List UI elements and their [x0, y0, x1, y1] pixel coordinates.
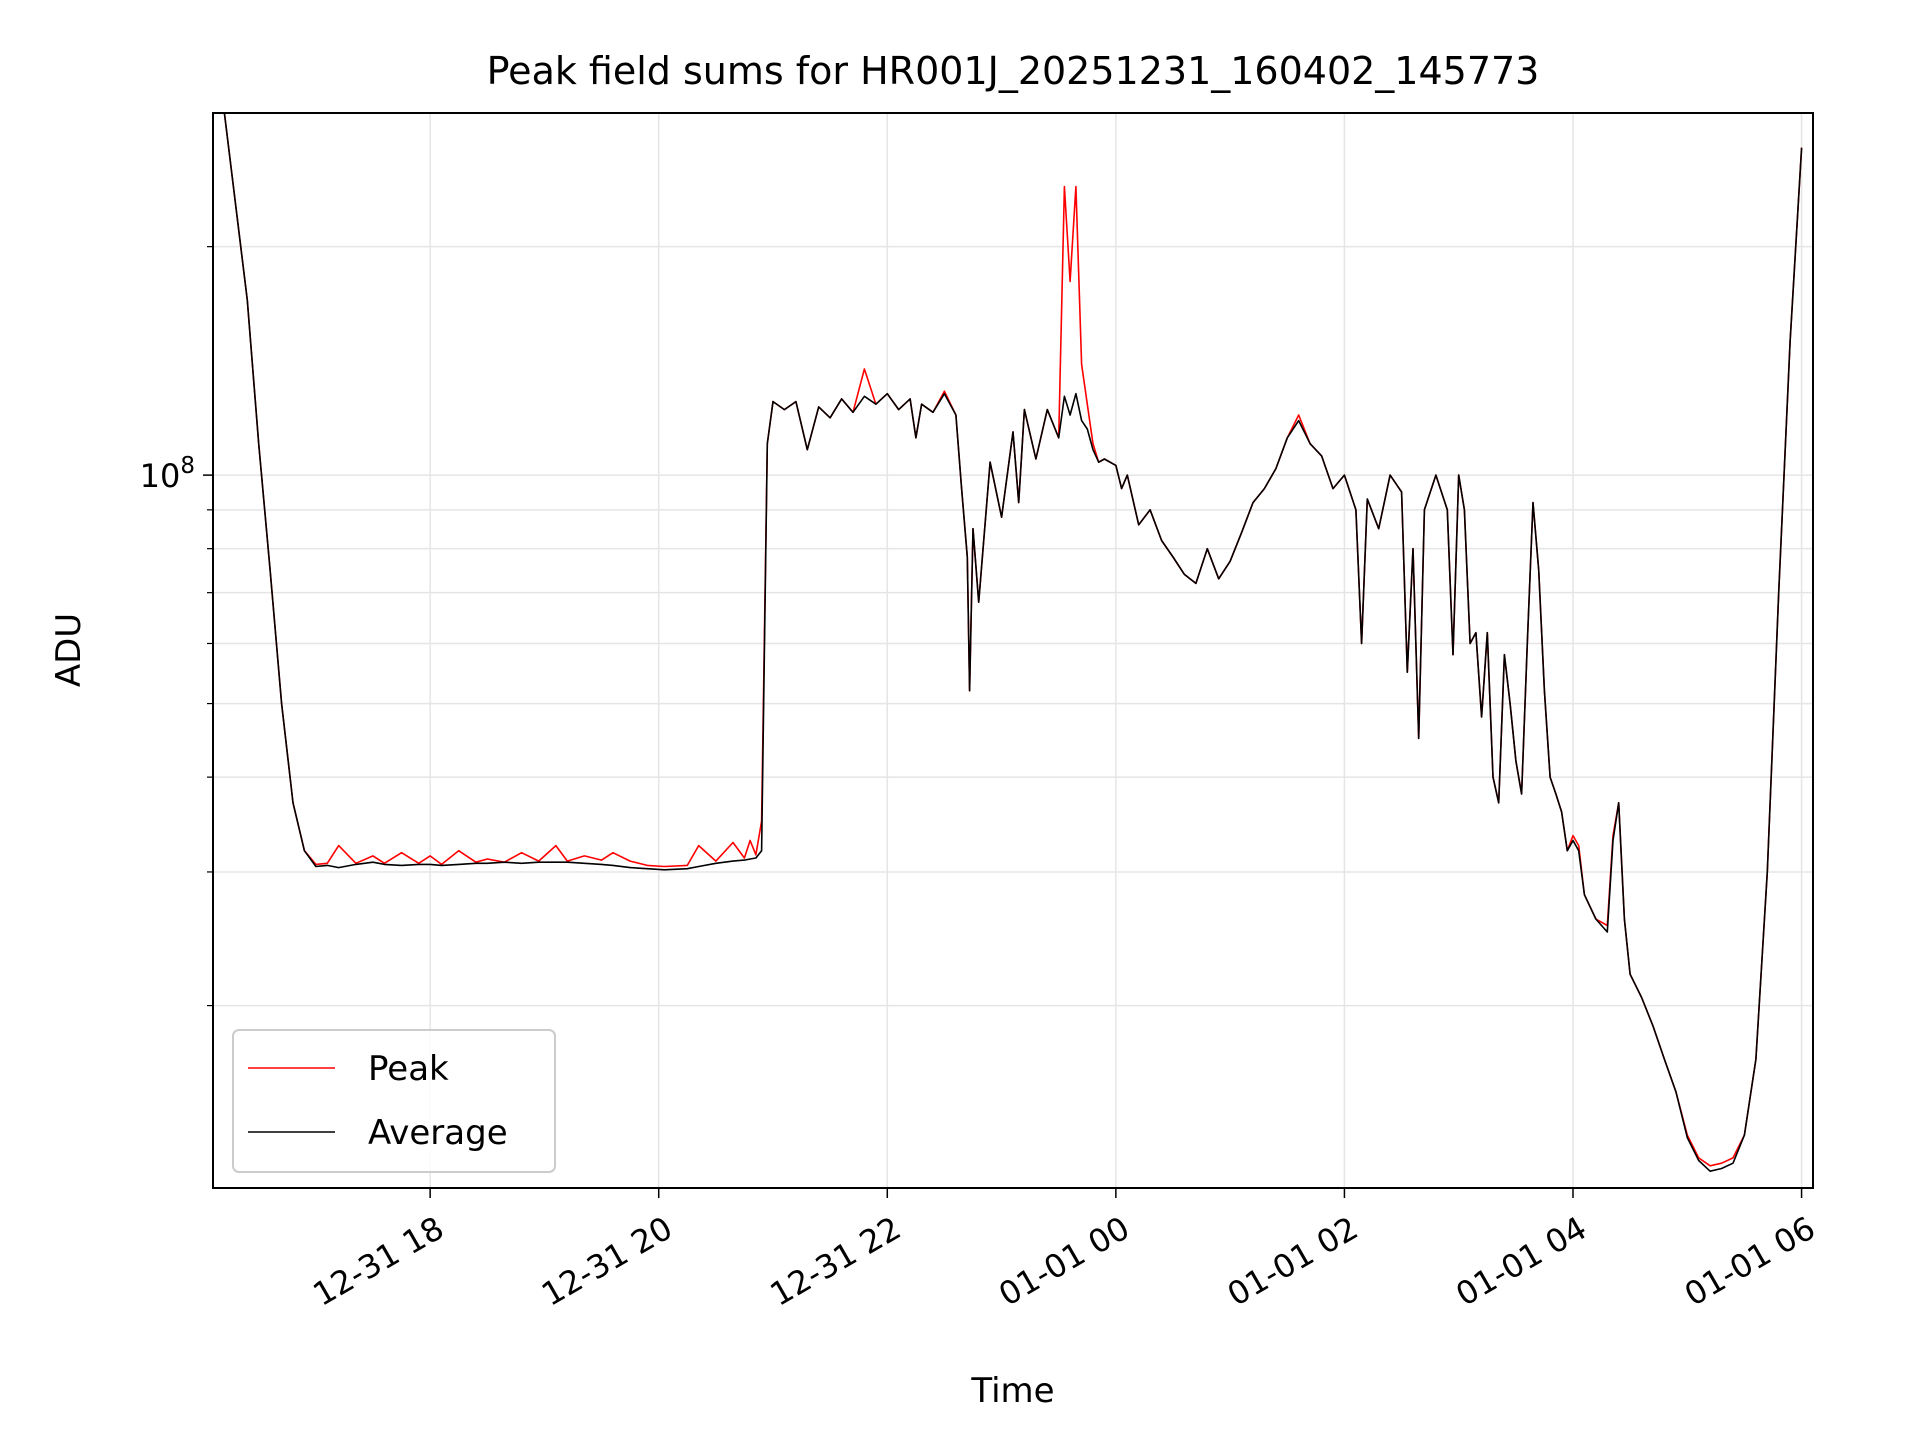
grid: [213, 113, 1813, 1188]
y-tick-base: 10: [140, 457, 181, 495]
chart-title: Peak field sums for HR001J_20251231_1604…: [487, 49, 1540, 93]
x-axis-label: Time: [970, 1371, 1054, 1411]
y-tick-exponent: 8: [180, 453, 195, 479]
series-group: [223, 113, 1803, 1172]
plot-frame: [212, 112, 1814, 1189]
y-axis-label: ADU: [49, 613, 89, 687]
y-tick-label: 108: [140, 453, 195, 495]
legend-average-label: Average: [368, 1113, 508, 1153]
series-line-average: [223, 113, 1803, 1172]
legend: Peak Average: [232, 1029, 556, 1173]
legend-box: [232, 1029, 556, 1173]
legend-peak-label: Peak: [368, 1049, 449, 1089]
